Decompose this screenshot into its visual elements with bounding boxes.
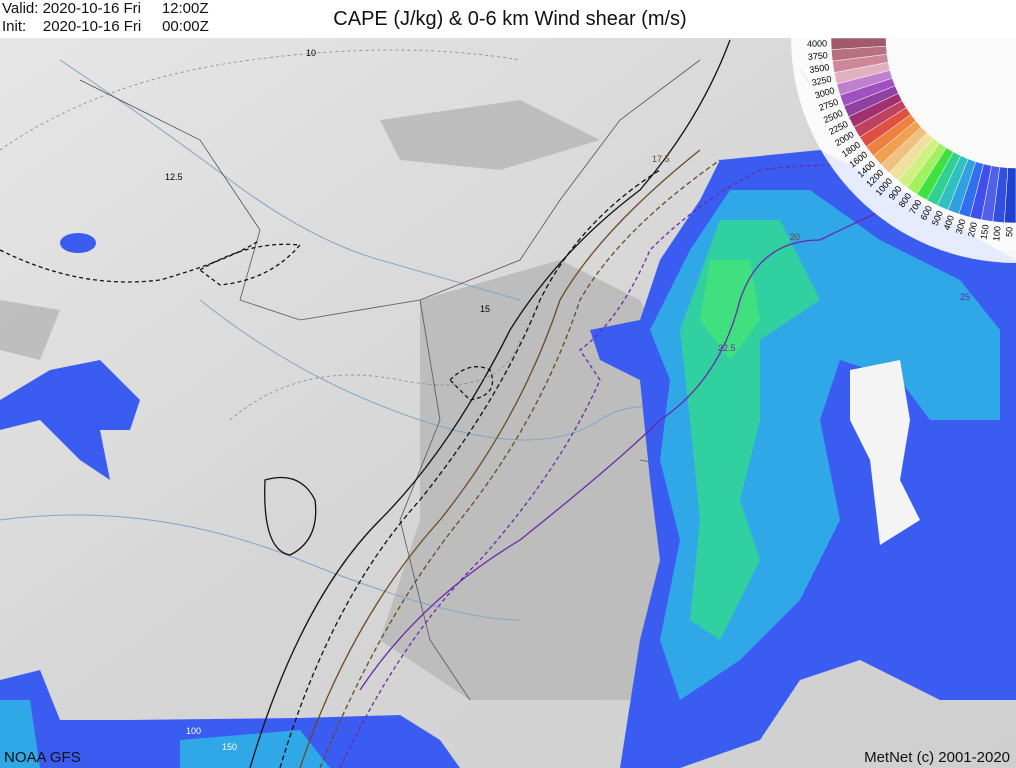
init-time: 00:00Z: [162, 18, 209, 35]
cape-area-small: [60, 233, 96, 253]
cape-area-west: [0, 360, 140, 480]
label-cape-150: 150: [222, 742, 237, 752]
cape-area-east-peak: [700, 260, 760, 360]
cape-area-south: [0, 670, 460, 768]
legend-value: 300: [954, 218, 968, 235]
label-22-5: 22.5: [718, 343, 736, 353]
contour-labels: 10 12.5 15 17.5 20 22.5 25 100 150: [165, 48, 970, 752]
label-12-5: 12.5: [165, 172, 183, 182]
header: Valid: 2020-10-16 Fri 12:00Z Init: 2020-…: [0, 0, 1016, 38]
cape-area-south-mid: [0, 700, 330, 768]
valid-time: 12:00Z: [161, 0, 209, 17]
credit: MetNet (c) 2001-2020: [864, 749, 1010, 766]
weather-map: 10 12.5 15 17.5 20 22.5 25 100 150 40003…: [0, 38, 1016, 768]
legend-value: 200: [966, 221, 979, 238]
label-cape-100: 100: [186, 726, 201, 736]
label-25: 25: [960, 292, 970, 302]
init-label: Init:: [2, 18, 27, 35]
mountain-shading: [0, 100, 1016, 360]
valid-label: Valid:: [2, 0, 39, 17]
isobars-dashed: [0, 49, 521, 421]
model-source: NOAA GFS: [4, 749, 81, 766]
map-title: CAPE (J/kg) & 0-6 km Wind shear (m/s): [333, 8, 687, 30]
label-17-5: 17.5: [652, 154, 670, 164]
legend-value: 100: [991, 226, 1002, 242]
valid-line: Valid: 2020-10-16 Fri 12:00Z: [2, 0, 209, 17]
label-15: 15: [480, 304, 490, 314]
valid-date: 2020-10-16 Fri: [42, 0, 141, 17]
cape-hole: [850, 360, 920, 545]
legend-swatch: [1004, 167, 1016, 224]
label-10: 10: [306, 48, 316, 58]
legend-value: 3500: [809, 62, 830, 75]
cape-legend: 4000375035003250300027502500225020001800…: [791, 38, 1016, 263]
cape-shading: [0, 150, 1016, 768]
legend-value: 3750: [807, 50, 828, 62]
legend-value: 50: [1004, 227, 1014, 237]
legend-value: 3250: [811, 74, 833, 88]
init-line: Init: 2020-10-16 Fri 00:00Z: [2, 18, 209, 35]
legend-value: 150: [979, 224, 991, 240]
legend-value: 400: [942, 214, 957, 232]
label-20: 20: [790, 232, 800, 242]
legend-value: 4000: [807, 38, 827, 49]
init-date: 2020-10-16 Fri: [42, 18, 142, 35]
